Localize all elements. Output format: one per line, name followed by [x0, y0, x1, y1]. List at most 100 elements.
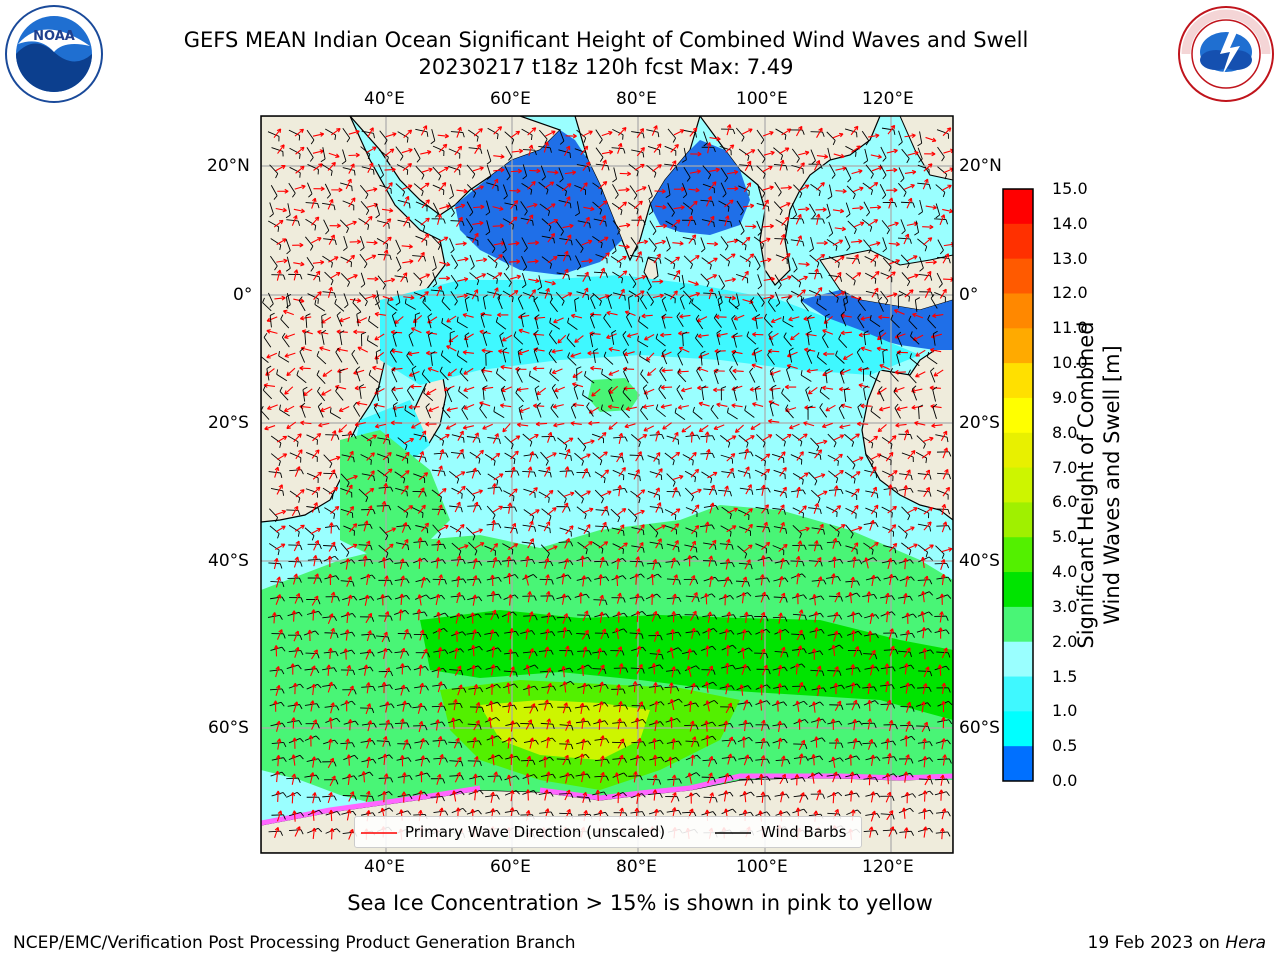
wind-barb-flag: [553, 238, 555, 244]
wave-direction-arrow: [329, 775, 336, 787]
wind-barb-flag: [586, 705, 590, 711]
wind-barb: [631, 434, 641, 443]
wind-barb-flag: [485, 211, 491, 216]
wind-barb: [482, 297, 486, 310]
wind-barb: [880, 454, 892, 461]
wind-barb-flag: [803, 594, 807, 599]
wave-direction-arrow: [293, 269, 299, 281]
wind-barb-flag: [495, 368, 499, 374]
wind-barb-flag: [825, 313, 830, 317]
wind-barb: [775, 219, 787, 226]
wind-barb-flag: [762, 442, 766, 448]
wave-direction-arrow: [777, 628, 783, 641]
colorbar-tick-label: 3.0: [1052, 596, 1078, 616]
wave-direction-arrow: [707, 471, 718, 479]
wind-barb-flag: [292, 192, 296, 198]
wave-direction-arrow: [709, 792, 715, 804]
wind-barb: [666, 578, 679, 581]
wave-direction-arrow: [671, 738, 677, 750]
wind-barb-flag: [478, 561, 483, 566]
wind-barb: [503, 272, 512, 283]
wave-direction-arrow: [383, 575, 389, 587]
wind-barb-flag: [443, 705, 447, 711]
wave-direction-arrow: [545, 736, 551, 749]
wind-barb: [649, 220, 657, 232]
wave-direction-arrow: [942, 486, 951, 497]
wave-direction-arrow: [635, 275, 647, 281]
wave-direction-arrow: [419, 738, 425, 750]
wind-barb-flag: [588, 684, 593, 690]
wind-barb: [394, 471, 405, 479]
wave-direction-arrow: [562, 250, 569, 262]
colorbar-tick-label: 10.0: [1052, 353, 1088, 373]
wave-direction-arrow: [795, 592, 801, 605]
wave-direction-arrow: [599, 681, 604, 693]
wind-barb: [612, 271, 623, 279]
wind-barb-flag: [890, 314, 894, 320]
wind-barb-flag: [929, 828, 934, 833]
wave-direction-arrow: [907, 150, 919, 156]
wind-barb: [576, 796, 589, 798]
wind-barb: [700, 237, 706, 249]
wind-barb: [305, 236, 314, 247]
wave-direction-arrow: [744, 611, 749, 623]
wind-barb: [935, 184, 946, 193]
wind-barb-flag: [300, 829, 304, 835]
wind-barb: [844, 433, 854, 443]
wind-barb-flag: [713, 700, 719, 705]
wind-barb-flag: [659, 258, 662, 264]
wind-barb: [574, 490, 584, 500]
wave-direction-arrow: [475, 701, 481, 714]
wind-barb-flag: [750, 778, 754, 784]
wind-barb-flag: [426, 578, 431, 583]
wind-barb-flag: [310, 266, 315, 272]
wind-barb-flag: [316, 668, 320, 674]
wind-barb-flag: [875, 473, 878, 479]
wave-direction-arrow: [327, 738, 333, 750]
wind-barb-flag: [441, 721, 446, 727]
wind-barb-flag: [521, 284, 527, 289]
wave-direction-arrow: [743, 699, 749, 711]
wind-barb: [864, 469, 877, 474]
wind-barb: [628, 290, 640, 298]
wind-barb-flag: [390, 723, 394, 729]
wind-barb-flag: [442, 778, 446, 784]
wave-direction-arrow: [599, 611, 604, 623]
wave-direction-arrow: [582, 610, 589, 622]
wind-barb: [739, 526, 751, 532]
wind-barb-flag: [695, 314, 700, 320]
wind-barb-flag: [840, 311, 845, 316]
wind-barb-flag: [709, 264, 712, 270]
wind-barb: [378, 486, 391, 489]
wave-direction-arrow: [762, 165, 773, 173]
wind-barb: [936, 489, 949, 496]
wave-direction-arrow: [383, 611, 390, 623]
wave-direction-arrow: [619, 222, 631, 228]
max-wave-core-6m: [480, 700, 650, 760]
wave-direction-arrow: [715, 314, 727, 320]
wave-direction-arrow: [313, 291, 322, 300]
wind-barb: [450, 274, 459, 286]
wind-barb-flag: [441, 403, 446, 409]
wind-barb: [557, 437, 568, 446]
wave-direction-arrow: [689, 291, 701, 298]
wind-barb: [863, 333, 867, 346]
wave-direction-arrow: [509, 789, 515, 802]
wind-barb-flag: [286, 250, 291, 255]
wind-barb-flag: [717, 296, 723, 300]
wind-barb-flag: [654, 172, 657, 178]
wave-direction-arrow: [920, 556, 926, 569]
wind-barb: [339, 219, 349, 229]
wind-barb: [753, 350, 757, 363]
wind-barb: [459, 372, 469, 382]
wind-barb-flag: [315, 774, 320, 780]
wind-barb-flag: [351, 559, 356, 564]
wave-direction-arrow: [650, 573, 655, 586]
wind-barb-flag: [588, 166, 591, 172]
wind-barb: [431, 129, 436, 141]
wind-barb-flag: [385, 535, 389, 541]
wind-barb: [342, 167, 355, 171]
wind-barb-flag: [623, 772, 628, 777]
wave-direction-arrow: [311, 216, 320, 226]
wind-barb-flag: [406, 578, 410, 584]
